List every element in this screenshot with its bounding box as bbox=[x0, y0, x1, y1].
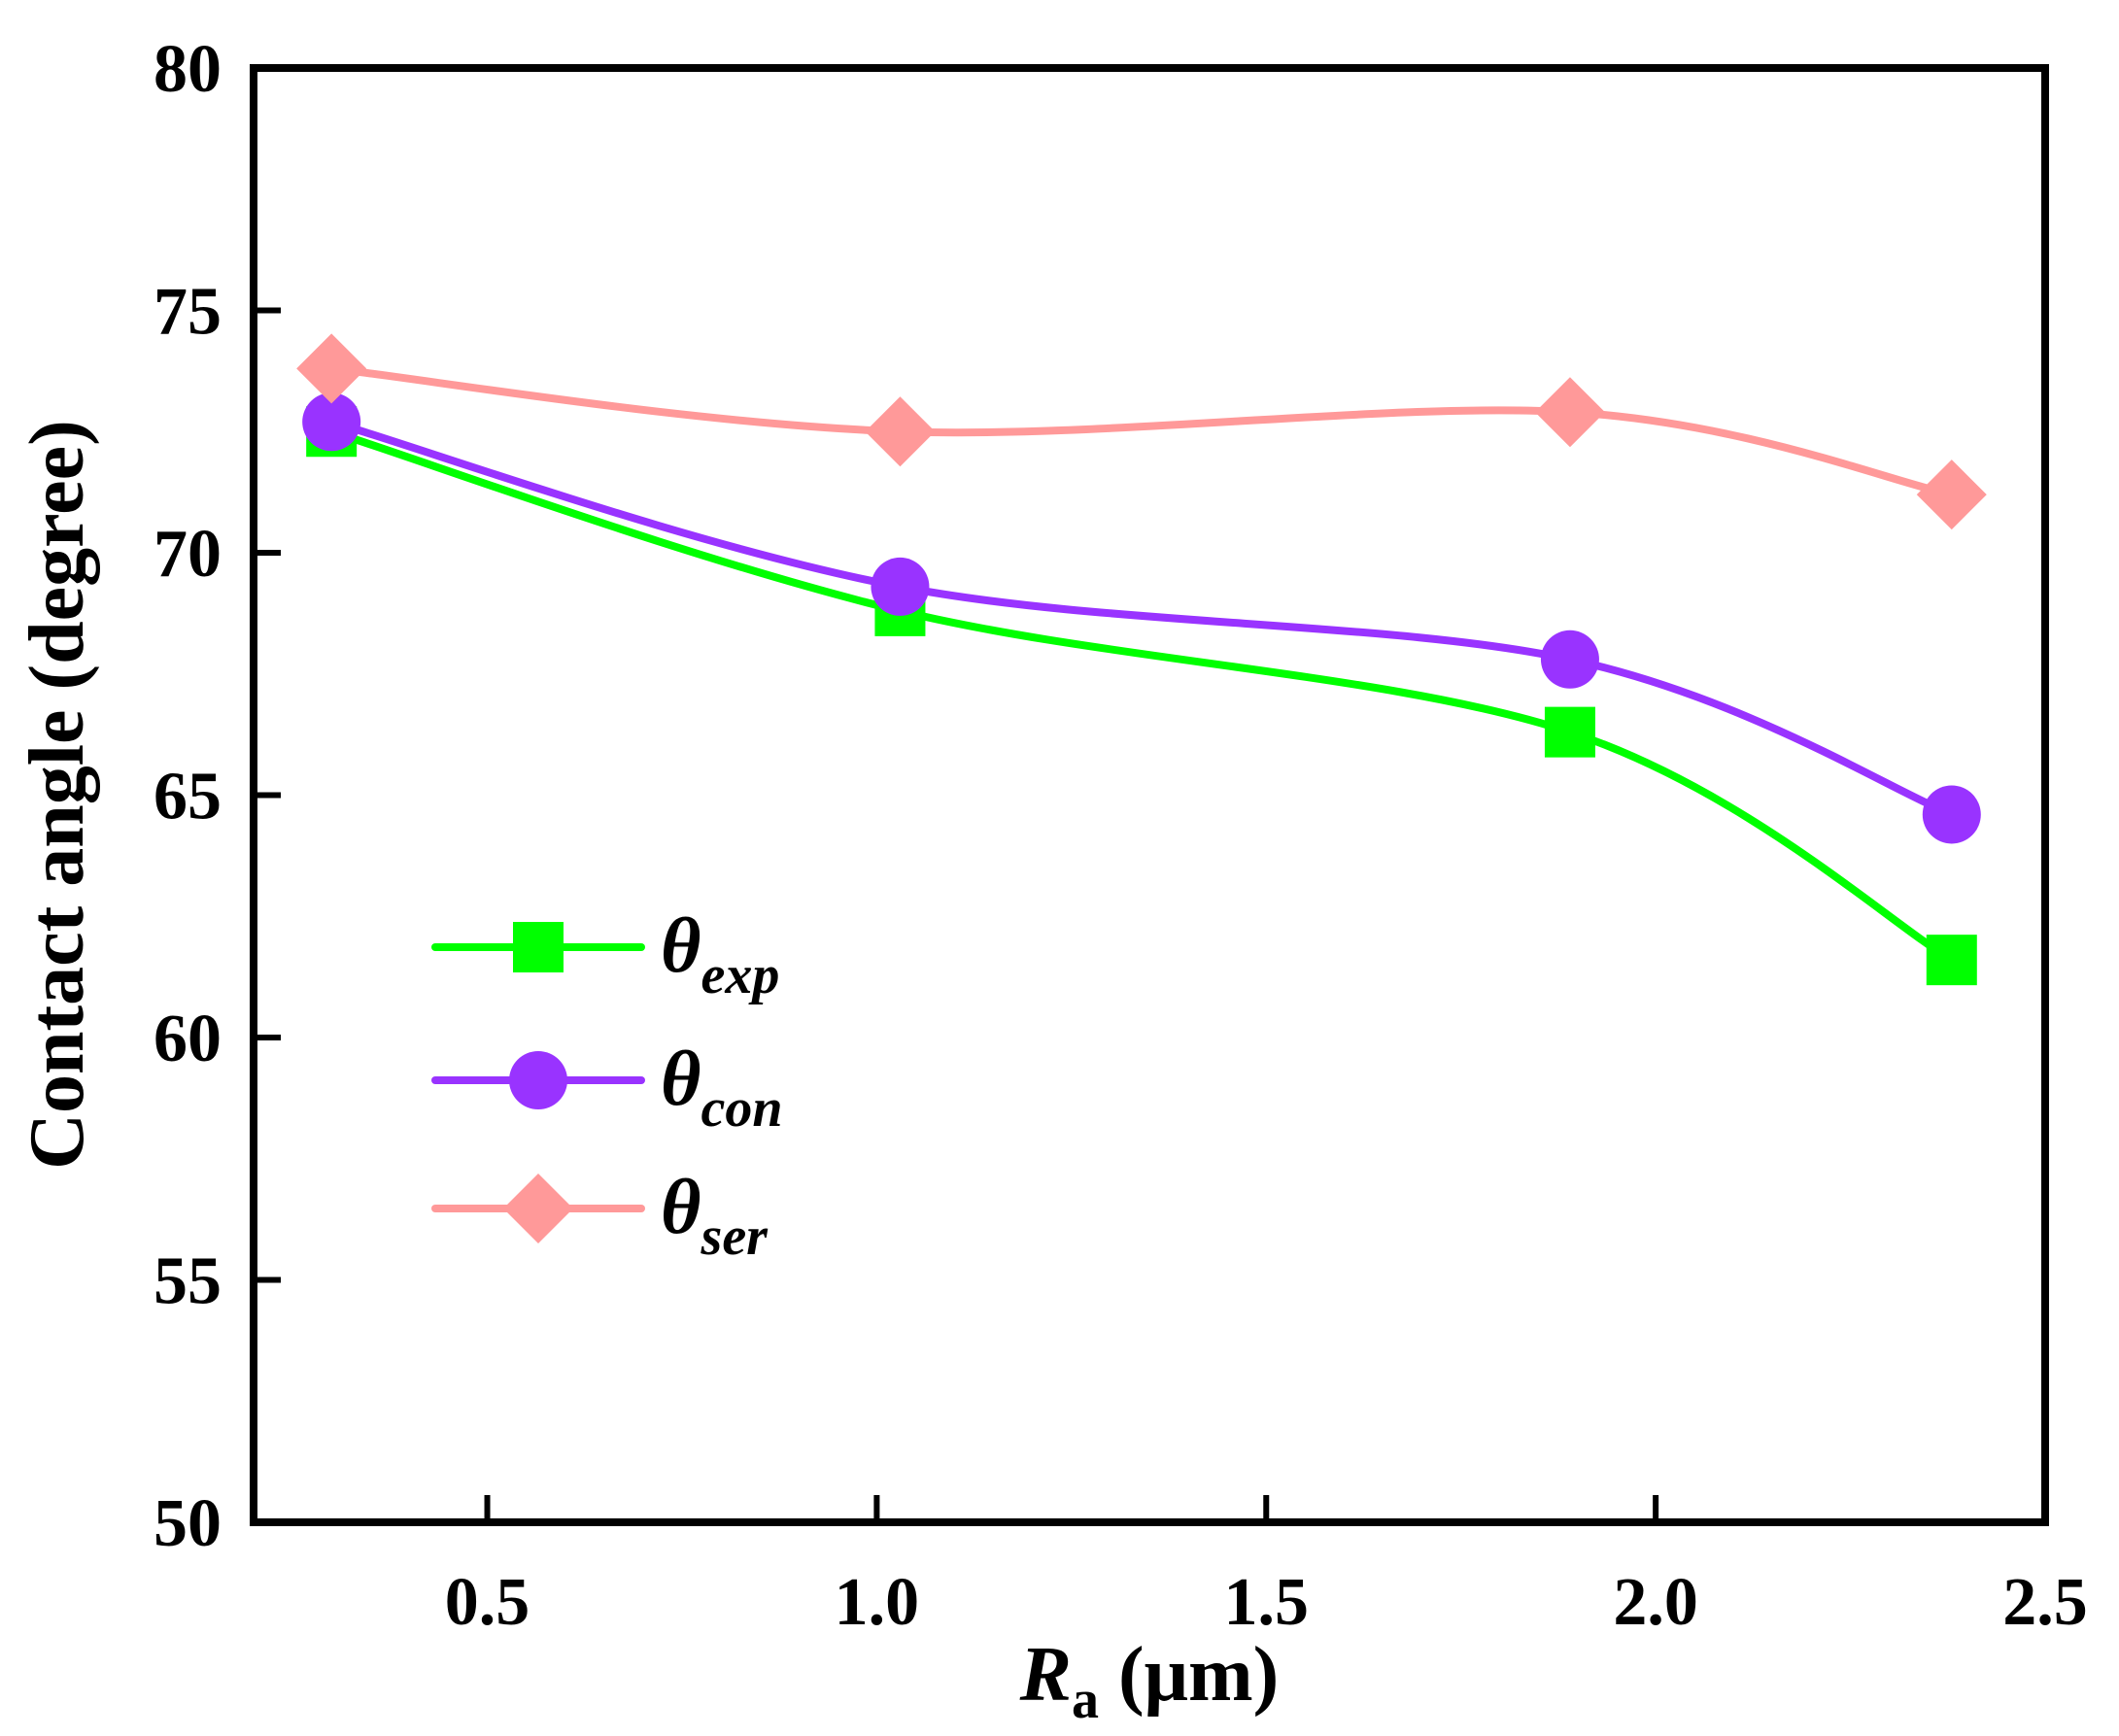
x-axis-title-unit: (μm) bbox=[1099, 1632, 1279, 1718]
legend-entry-exp: θexp bbox=[431, 903, 779, 1005]
x-tick-label: 1.0 bbox=[835, 1565, 920, 1640]
series-con bbox=[302, 392, 1981, 844]
legend-entry-con: θcon bbox=[431, 1037, 783, 1139]
legend-symbol: θ bbox=[661, 903, 701, 989]
y-tick-label: 65 bbox=[154, 760, 222, 834]
x-tick-label: 2.5 bbox=[2002, 1565, 2088, 1640]
data-point-con bbox=[1922, 785, 1981, 844]
legend-label: θexp bbox=[661, 903, 779, 1005]
legend-marker bbox=[503, 1174, 573, 1243]
y-tick-label: 60 bbox=[154, 1002, 222, 1076]
x-tick-label: 2.0 bbox=[1613, 1565, 1698, 1640]
x-axis-title-symbol: R bbox=[1019, 1632, 1072, 1718]
series-line-ser bbox=[327, 364, 1956, 499]
x-axis-title: Ra (μm) bbox=[1019, 1632, 1280, 1730]
legend-subscript: exp bbox=[701, 945, 780, 1005]
legend-subscript: ser bbox=[701, 1207, 769, 1267]
x-tick-label: 0.5 bbox=[445, 1565, 530, 1640]
plot-frame bbox=[250, 64, 2049, 1526]
legend-marker bbox=[513, 922, 564, 972]
data-point-con bbox=[871, 557, 930, 616]
series-line-con bbox=[327, 418, 1956, 819]
data-point-con bbox=[302, 392, 361, 452]
legend-label: θcon bbox=[661, 1037, 783, 1139]
y-axis-title: Contact angle (degree) bbox=[15, 420, 100, 1170]
data-point-ser bbox=[1916, 460, 1987, 530]
data-point-ser bbox=[865, 396, 936, 467]
y-tick-label: 55 bbox=[154, 1244, 222, 1319]
data-point-con bbox=[1540, 630, 1599, 689]
y-tick-label: 70 bbox=[154, 517, 222, 592]
legend-label: θser bbox=[661, 1165, 769, 1267]
x-axis-title-subscript: a bbox=[1072, 1670, 1099, 1730]
legend-subscript: con bbox=[701, 1078, 783, 1139]
series-ser bbox=[296, 333, 1987, 530]
legend-symbol: θ bbox=[661, 1037, 701, 1122]
axis-layer: 0.5 1.0 1.5 2.0 2.5 50 55 60 65 70 75 80 bbox=[154, 32, 2088, 1640]
legend-entry-ser: θser bbox=[431, 1165, 769, 1267]
data-point-exp bbox=[1544, 706, 1595, 758]
y-tick-label: 80 bbox=[154, 32, 222, 107]
series-line-exp bbox=[327, 427, 1956, 965]
y-tick-label: 75 bbox=[154, 275, 222, 350]
x-tick-label: 1.5 bbox=[1224, 1565, 1310, 1640]
legend-marker bbox=[509, 1051, 567, 1109]
data-point-ser bbox=[1534, 377, 1605, 448]
y-tick-label: 50 bbox=[154, 1486, 222, 1561]
legend-symbol: θ bbox=[661, 1165, 701, 1250]
data-point-exp bbox=[1926, 935, 1977, 986]
data-point-ser bbox=[296, 333, 367, 404]
series-layer bbox=[296, 333, 1987, 986]
